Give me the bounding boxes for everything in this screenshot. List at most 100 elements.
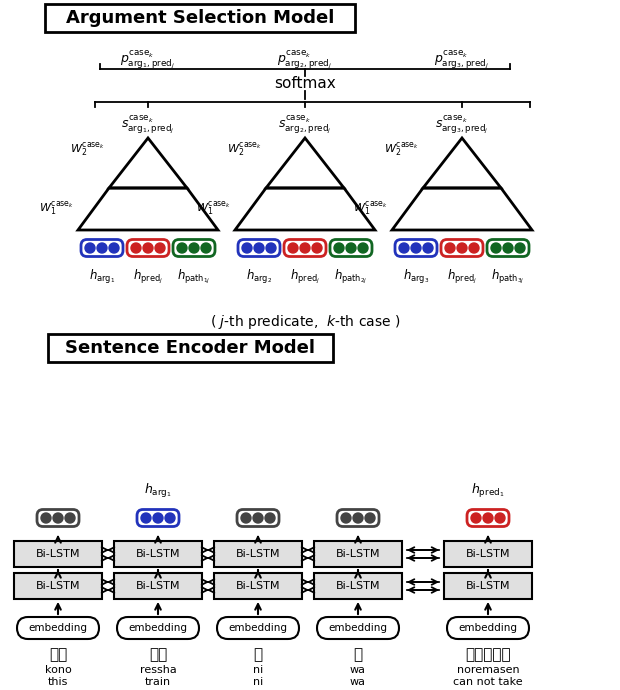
Bar [45,4,355,32]
FancyBboxPatch shape [395,239,437,257]
Text: $p_{\mathrm{arg}_3,\mathrm{pred}_j}^{\mathrm{case}_k}$: $p_{\mathrm{arg}_3,\mathrm{pred}_j}^{\ma… [435,50,490,70]
Text: softmax: softmax [274,77,336,92]
Circle shape [242,243,252,253]
Circle shape [53,513,63,523]
Text: can not take: can not take [453,677,523,687]
Text: $h_{\mathrm{pred}_j}$: $h_{\mathrm{pred}_j}$ [133,268,163,286]
Text: $h_{\mathrm{path}_{3j}}$: $h_{\mathrm{path}_{3j}}$ [491,268,525,286]
Circle shape [483,513,493,523]
Text: $h_{\mathrm{arg}_2}$: $h_{\mathrm{arg}_2}$ [246,268,272,286]
Text: 乗れません: 乗れません [465,647,511,662]
Circle shape [41,513,51,523]
FancyBboxPatch shape [284,239,326,257]
Circle shape [491,243,501,253]
FancyBboxPatch shape [217,617,299,639]
Circle shape [143,243,153,253]
FancyBboxPatch shape [337,509,379,526]
Circle shape [253,513,263,523]
Text: Bi-LSTM: Bi-LSTM [136,549,180,559]
FancyBboxPatch shape [81,239,123,257]
Bar [444,573,532,599]
Text: ressha: ressha [140,665,176,675]
FancyBboxPatch shape [37,509,79,526]
Text: wa: wa [350,677,366,687]
Text: embedding: embedding [229,623,288,633]
Circle shape [358,243,368,253]
Circle shape [65,513,75,523]
Circle shape [189,243,199,253]
Text: embedding: embedding [29,623,87,633]
Bar [214,541,302,567]
Bar [444,541,532,567]
Text: この: この [49,647,67,662]
Circle shape [515,243,525,253]
Text: $h_{\mathrm{pred}_j}$: $h_{\mathrm{pred}_j}$ [447,268,477,286]
Circle shape [399,243,409,253]
Text: $p_{\mathrm{arg}_1,\mathrm{pred}_j}^{\mathrm{case}_k}$: $p_{\mathrm{arg}_1,\mathrm{pred}_j}^{\ma… [120,50,175,70]
Text: embedding: embedding [329,623,388,633]
Text: Bi-LSTM: Bi-LSTM [466,581,510,591]
Text: $W_2^{\mathrm{case}_k}$: $W_2^{\mathrm{case}_k}$ [384,141,419,159]
Text: $h_{\mathrm{path}_{2j}}$: $h_{\mathrm{path}_{2j}}$ [334,268,368,286]
Text: Bi-LSTM: Bi-LSTM [466,549,510,559]
Circle shape [471,513,481,523]
Text: $h_{\mathrm{arg}_3}$: $h_{\mathrm{arg}_3}$ [403,268,429,286]
Text: wa: wa [350,665,366,675]
FancyBboxPatch shape [467,509,509,526]
Circle shape [141,513,151,523]
Circle shape [155,243,165,253]
Circle shape [131,243,141,253]
Circle shape [241,513,251,523]
Text: $W_1^{\mathrm{case}_k}$: $W_1^{\mathrm{case}_k}$ [39,200,74,218]
Circle shape [85,243,95,253]
Circle shape [365,513,375,523]
Circle shape [312,243,322,253]
Circle shape [341,513,351,523]
FancyBboxPatch shape [137,509,179,526]
Bar [214,573,302,599]
Circle shape [457,243,467,253]
Text: ( $j$-th predicate,  $k$-th case ): ( $j$-th predicate, $k$-th case ) [210,313,401,331]
Text: ni: ni [253,677,263,687]
Circle shape [503,243,513,253]
Circle shape [411,243,421,253]
Text: kono: kono [45,665,71,675]
Text: $h_{\mathrm{path}_{1j}}$: $h_{\mathrm{path}_{1j}}$ [177,268,211,286]
Text: $s_{\mathrm{arg}_1,\mathrm{pred}_j}^{\mathrm{case}_k}$: $s_{\mathrm{arg}_1,\mathrm{pred}_j}^{\ma… [121,115,175,136]
Text: $s_{\mathrm{arg}_2,\mathrm{pred}_j}^{\mathrm{case}_k}$: $s_{\mathrm{arg}_2,\mathrm{pred}_j}^{\ma… [278,115,332,136]
FancyBboxPatch shape [317,617,399,639]
Text: $h_{\mathrm{pred}_j}$: $h_{\mathrm{pred}_j}$ [290,268,320,286]
Text: Bi-LSTM: Bi-LSTM [236,581,280,591]
Text: $p_{\mathrm{arg}_2,\mathrm{pred}_j}^{\mathrm{case}_k}$: $p_{\mathrm{arg}_2,\mathrm{pred}_j}^{\ma… [278,50,332,70]
FancyBboxPatch shape [238,239,280,257]
Text: Bi-LSTM: Bi-LSTM [236,549,280,559]
Circle shape [266,243,276,253]
Text: に: に [254,647,262,662]
Text: $s_{\mathrm{arg}_3,\mathrm{pred}_j}^{\mathrm{case}_k}$: $s_{\mathrm{arg}_3,\mathrm{pred}_j}^{\ma… [435,115,489,136]
Text: ni: ni [253,665,263,675]
Text: Bi-LSTM: Bi-LSTM [136,581,180,591]
Text: Bi-LSTM: Bi-LSTM [336,549,380,559]
Bar [48,334,332,362]
Circle shape [288,243,298,253]
Text: $W_2^{\mathrm{case}_k}$: $W_2^{\mathrm{case}_k}$ [227,141,262,159]
Text: $h_{\mathrm{arg}_1}$: $h_{\mathrm{arg}_1}$ [144,482,172,500]
FancyBboxPatch shape [173,239,215,257]
Circle shape [109,243,119,253]
Circle shape [300,243,310,253]
Circle shape [469,243,479,253]
Text: Bi-LSTM: Bi-LSTM [36,581,80,591]
Text: $h_{\mathrm{pred}_1}$: $h_{\mathrm{pred}_1}$ [471,482,505,500]
Text: Argument Selection Model: Argument Selection Model [66,9,334,27]
Circle shape [201,243,211,253]
FancyBboxPatch shape [330,239,372,257]
Bar [114,573,202,599]
Bar [14,573,102,599]
FancyBboxPatch shape [441,239,483,257]
Text: train: train [145,677,171,687]
Circle shape [334,243,344,253]
Circle shape [97,243,107,253]
Text: Bi-LSTM: Bi-LSTM [336,581,380,591]
Circle shape [177,243,187,253]
FancyBboxPatch shape [237,509,279,526]
